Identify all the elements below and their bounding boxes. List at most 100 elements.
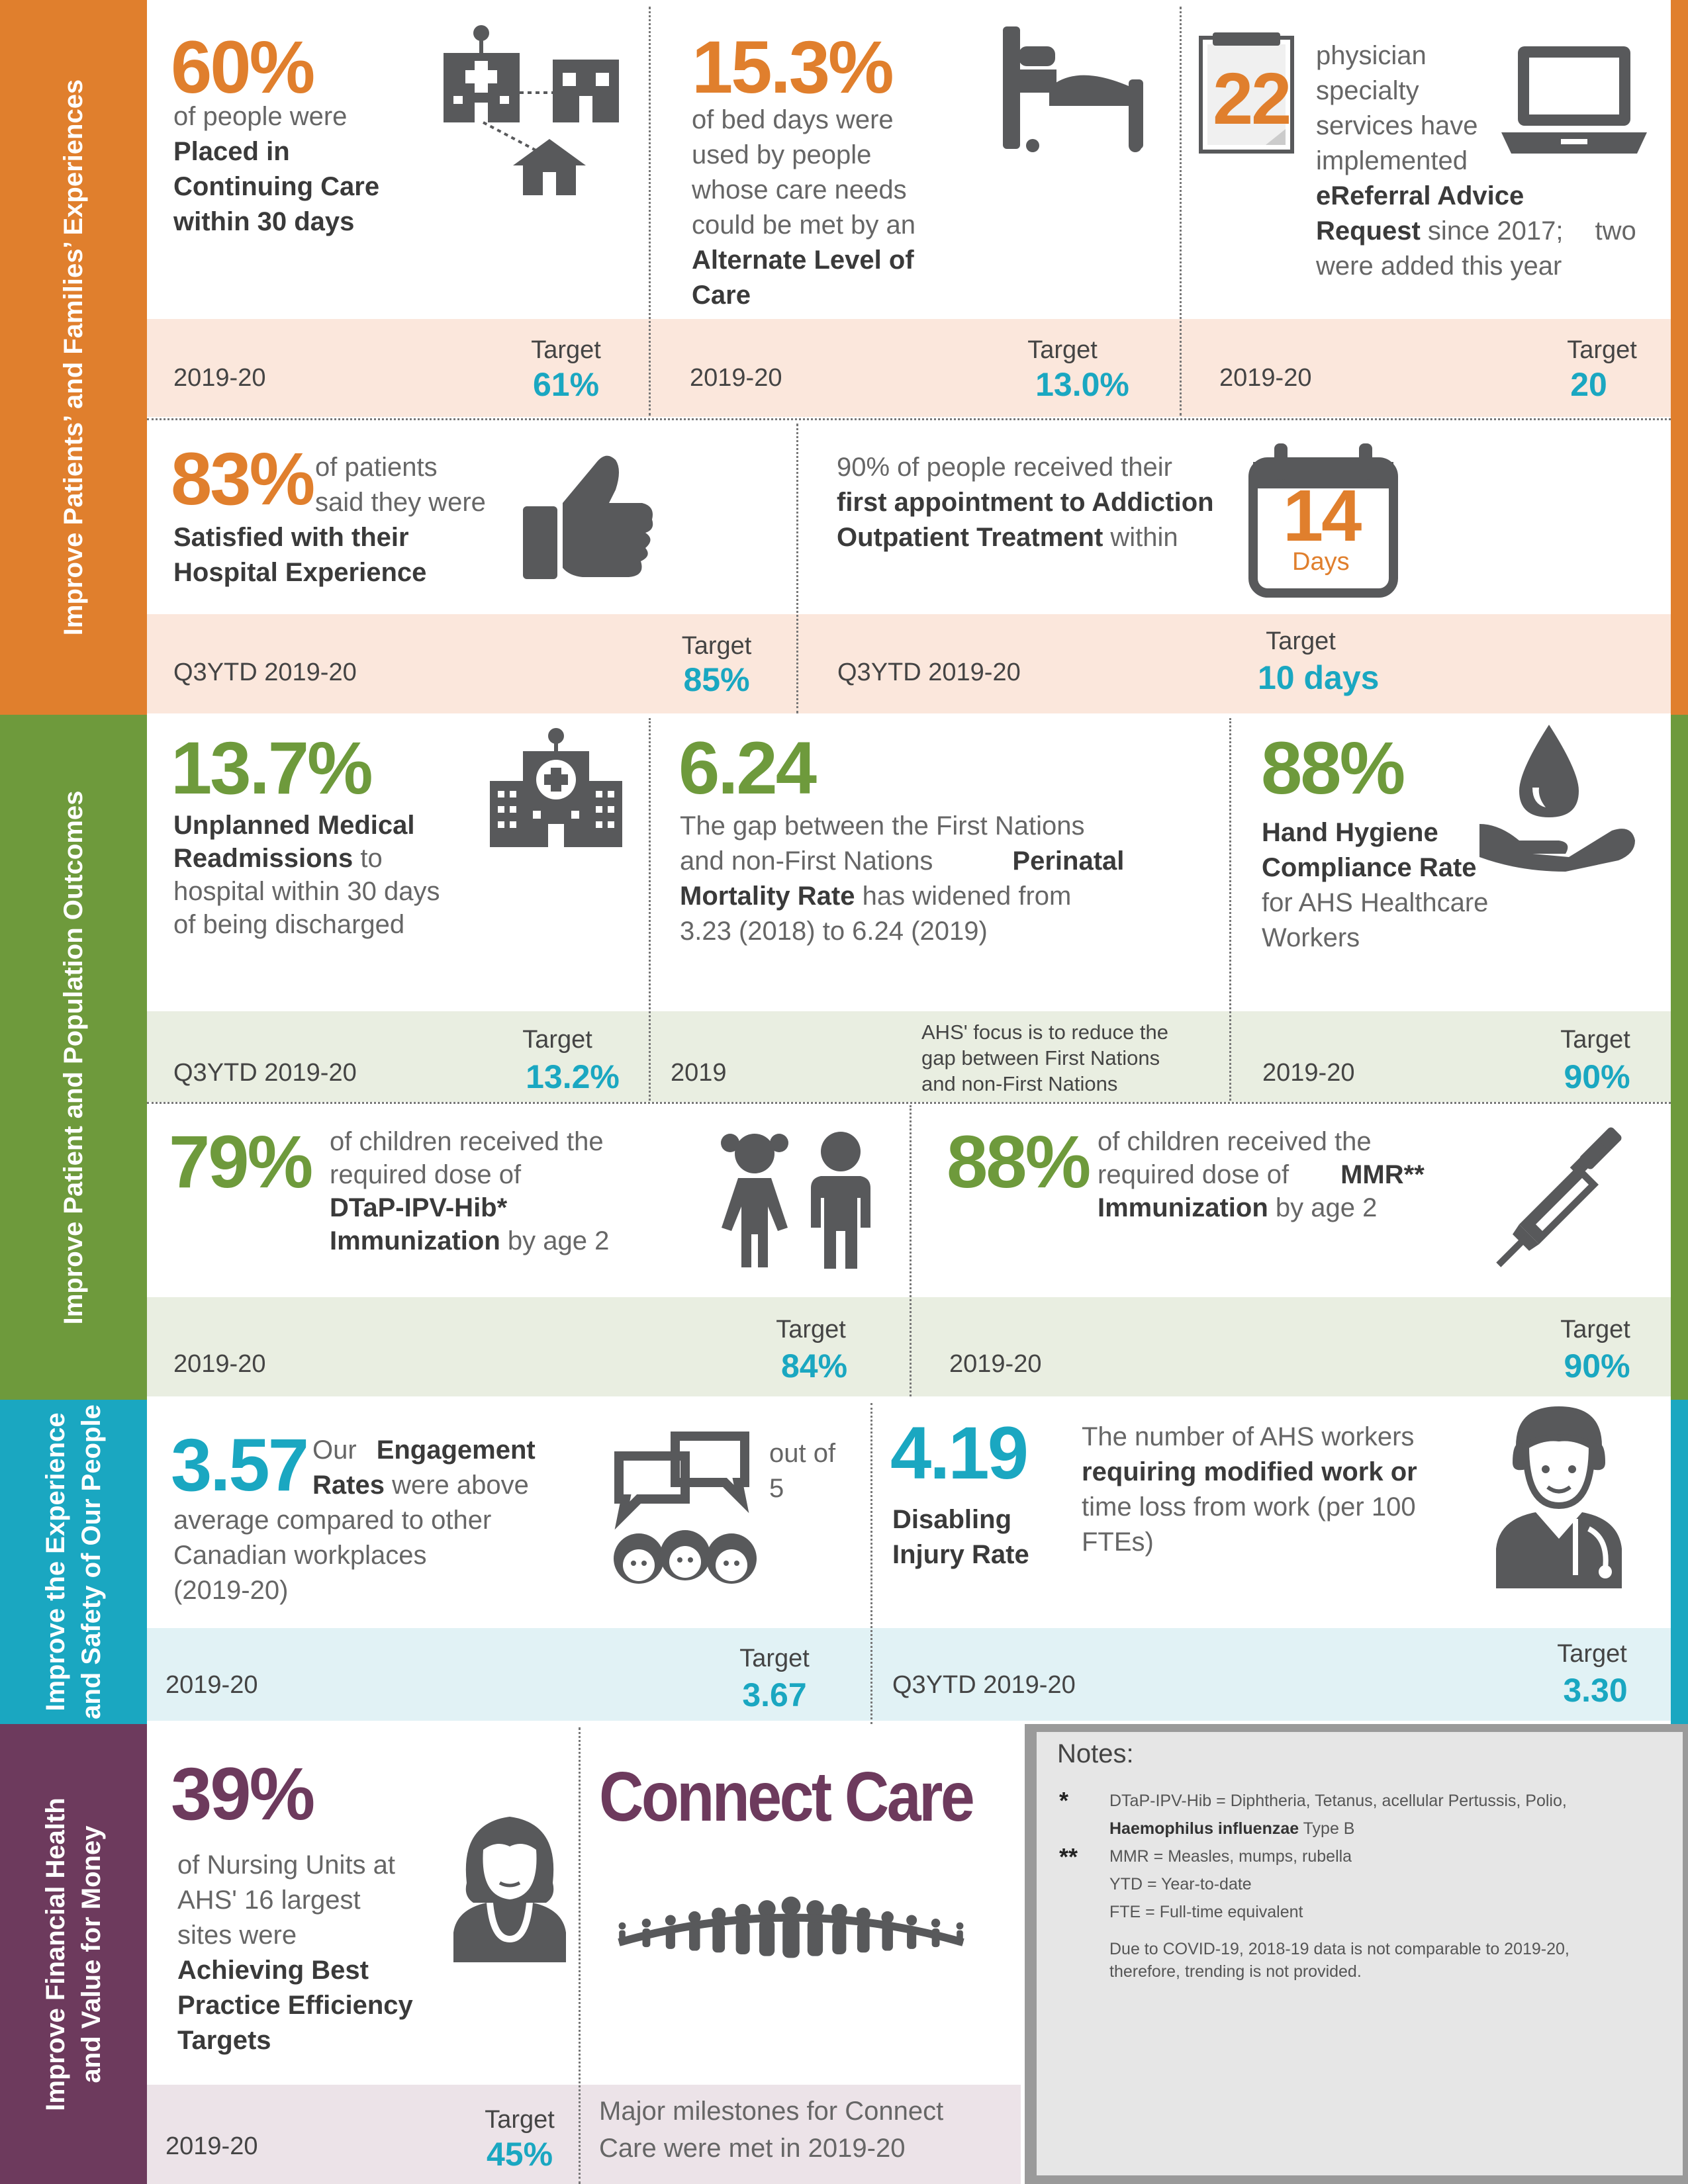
band-label-outcomes: Improve Patient and Population Outcomes: [59, 790, 88, 1324]
stripe-green: [1671, 715, 1688, 1400]
ereferral-value: 22: [1213, 58, 1291, 140]
footer-band-row3: [147, 1011, 1671, 1102]
hand-hygiene-value: 88%: [1261, 727, 1405, 809]
stripe-orange: [1671, 0, 1688, 715]
addiction-text: 90% of people received their first appoi…: [837, 453, 1214, 552]
band-outcomes: Improve Patient and Population Outcomes: [0, 715, 147, 1400]
stripe-teal: [1671, 1400, 1688, 1724]
ereferral-target: 20: [1570, 366, 1607, 403]
mmr-period: 2019-20: [949, 1350, 1042, 1378]
hospital-icon: [490, 728, 622, 847]
calendar-unit: Days: [1292, 548, 1350, 576]
engagement-target-label: Target: [739, 1645, 810, 1672]
alc-value: 15.3%: [692, 26, 894, 109]
thumbs-up-icon: [523, 455, 653, 579]
calendar-icon: [1248, 443, 1398, 598]
readmission-value: 13.7%: [171, 727, 373, 809]
injury-target-label: Target: [1557, 1640, 1627, 1668]
footer-band-row1: [147, 319, 1671, 417]
engagement-target: 3.67: [742, 1676, 807, 1713]
readmission-target-label: Target: [522, 1026, 592, 1054]
injury-value: 4.19: [890, 1412, 1029, 1494]
doctor-icon: [1496, 1406, 1622, 1588]
notes-star1: *: [1059, 1787, 1069, 1814]
perinatal-value: 6.24: [679, 727, 817, 809]
engagement-out-of: out of 5: [769, 1439, 836, 1503]
addiction-target: 10 days: [1258, 659, 1380, 696]
nursing-text: of Nursing Units at AHS' 16 largest sites …: [177, 1850, 413, 2055]
readmission-period: Q3YTD 2019-20: [173, 1059, 357, 1087]
linked-people-icon: [618, 1896, 964, 1958]
clipboard-icon: [1199, 32, 1294, 154]
band-people: Improve the Experience and Safety of Our …: [0, 1400, 147, 1724]
band-label-people: Improve the Experience and Safety of Our …: [41, 1404, 106, 1719]
hand-hygiene-target: 90%: [1564, 1058, 1630, 1095]
dtap-period: 2019-20: [173, 1350, 266, 1378]
hospital-bed-icon: [1003, 26, 1143, 152]
ereferral-period: 2019-20: [1219, 364, 1312, 392]
engagement-text-b: average compared to other Canadian workpl…: [173, 1506, 492, 1605]
band-finance: Improve Financial Health and Value for Mo…: [0, 1724, 147, 2184]
hospital-exp-text-b: Satisfied with their Hospital Experience: [173, 523, 427, 587]
engagement-text-a: Our Engagement Rates were above: [312, 1435, 536, 1500]
continuing-care-target: 61%: [532, 366, 600, 403]
ereferral-text: physician specialty services have implement…: [1316, 41, 1636, 281]
alc-target: 13.0%: [1035, 366, 1129, 403]
notes-text: DTaP-IPV-Hib = Diphtheria, Tetanus, acel…: [1109, 1792, 1570, 1981]
perinatal-note: AHS' focus is to reduce the gap between F…: [921, 1021, 1168, 1095]
notes-title: Notes:: [1057, 1739, 1134, 1768]
hand-hygiene-text: Hand Hygiene Compliance Rate for AHS Heal…: [1262, 818, 1489, 952]
hospital-exp-target-label: Target: [681, 632, 752, 660]
dtap-value: 79%: [169, 1120, 313, 1203]
perinatal-text: The gap between the First Nations and no…: [680, 811, 1125, 946]
notes-inner: [1037, 1732, 1683, 2175]
injury-text-a: Disabling Injury Rate: [892, 1505, 1029, 1569]
footer-band-row5: [147, 1628, 1671, 1721]
alc-target-label: Target: [1027, 336, 1098, 364]
readmission-text: Unplanned Medical Readmissions to hospit…: [173, 811, 440, 939]
footer-band-row2: [147, 614, 1671, 713]
nursing-period: 2019-20: [165, 2132, 258, 2160]
laptop-icon: [1501, 46, 1647, 154]
notes-panel: [1025, 1724, 1688, 2184]
band-patients: Improve Patients’ and Families’ Experien…: [0, 0, 147, 715]
injury-target: 3.30: [1563, 1672, 1628, 1709]
children-icon: [721, 1132, 870, 1269]
hand-hygiene-target-label: Target: [1560, 1026, 1630, 1054]
dtap-target-label: Target: [776, 1316, 846, 1343]
hospital-network-icon: [444, 25, 619, 195]
continuing-care-target-label: Target: [531, 336, 601, 364]
notes-star2: **: [1059, 1843, 1078, 1870]
alc-text: of bed days were used by people whose care…: [692, 105, 915, 310]
readmission-target: 13.2%: [526, 1058, 620, 1095]
syringe-icon: [1496, 1127, 1622, 1267]
nursing-target-label: Target: [485, 2106, 555, 2134]
band-label-patients: Improve Patients’ and Families’ Experien…: [59, 79, 88, 636]
mmr-target-label: Target: [1560, 1316, 1630, 1343]
alc-period: 2019-20: [690, 364, 782, 392]
mmr-text: of children received the required dose o…: [1098, 1127, 1425, 1222]
connect-care-text: Major milestones for Connect Care were me…: [599, 2097, 944, 2163]
addiction-period: Q3YTD 2019-20: [837, 659, 1021, 686]
mmr-value: 88%: [947, 1120, 1091, 1203]
continuing-care-text: of people were Placed in Continuing Care…: [173, 102, 380, 236]
footer-band-row6: [147, 2085, 1021, 2184]
footer-band-row4: [147, 1297, 1671, 1396]
chat-people-icon: [614, 1432, 757, 1584]
engagement-period: 2019-20: [165, 1671, 258, 1699]
dtap-text: of children received the required dose of…: [330, 1127, 610, 1255]
engagement-value: 3.57: [171, 1424, 309, 1506]
injury-period: Q3YTD 2019-20: [892, 1671, 1076, 1699]
addiction-target-label: Target: [1266, 627, 1336, 655]
perinatal-period: 2019: [671, 1059, 727, 1087]
hand-hygiene-period: 2019-20: [1262, 1059, 1355, 1087]
hospital-exp-value: 83%: [171, 437, 315, 520]
calendar-number: 14: [1283, 475, 1362, 557]
ereferral-target-label: Target: [1567, 336, 1637, 364]
mmr-target: 90%: [1564, 1347, 1630, 1385]
hand-water-drop-icon: [1479, 725, 1635, 872]
connect-care-title: Connect Care: [599, 1758, 975, 1836]
hospital-exp-target: 85%: [683, 661, 750, 698]
continuing-care-period: 2019-20: [173, 364, 266, 392]
nurse-icon: [453, 1817, 566, 1962]
